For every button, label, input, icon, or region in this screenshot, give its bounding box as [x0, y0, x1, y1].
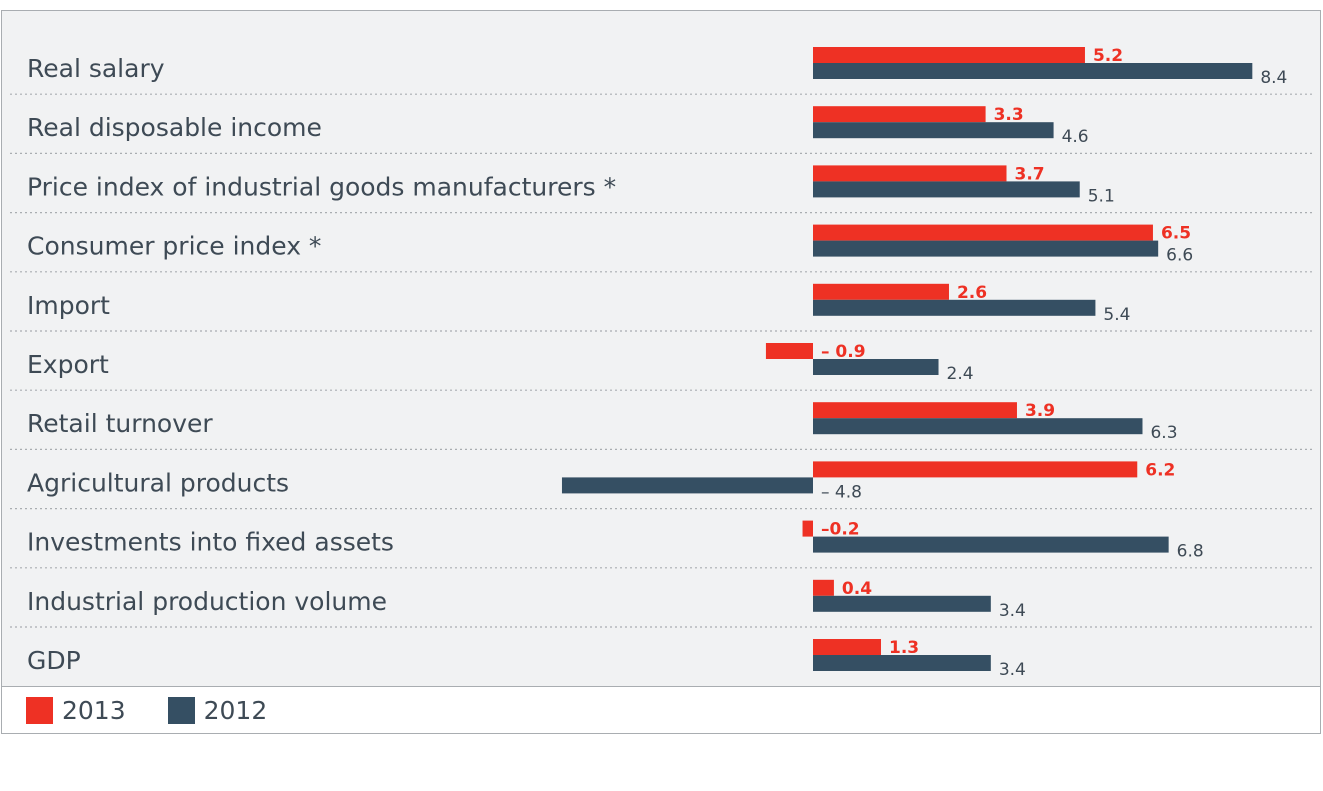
bar-2012 [813, 63, 1253, 79]
bar-2012 [561, 477, 813, 494]
legend-swatch-2012 [167, 696, 195, 724]
data-label-2012: 4.6 [1062, 127, 1089, 147]
data-label-2012: 3.4 [999, 660, 1026, 680]
category-label: Industrial production volume [27, 587, 387, 616]
bar-2013 [813, 165, 1007, 182]
data-label-2012: – 4.8 [821, 482, 862, 502]
data-label-2013: 3.7 [1015, 164, 1045, 184]
bar-2012 [813, 595, 991, 612]
category-label: Export [27, 350, 109, 379]
bar-2012 [813, 299, 1096, 316]
category-label: Price index of industrial goods manufact… [27, 172, 616, 201]
data-label-2013: – 0.9 [821, 342, 866, 362]
bar-2013 [813, 639, 881, 655]
data-label-2012: 6.3 [1150, 423, 1177, 443]
bar-2013 [802, 520, 813, 537]
data-label-2012: 5.1 [1088, 186, 1115, 206]
category-label: Real salary [27, 54, 165, 83]
bar-2013 [813, 106, 986, 123]
data-label-2013: 1.3 [889, 638, 919, 658]
data-label-2012: 6.6 [1166, 246, 1193, 266]
data-label-2013: 6.5 [1161, 224, 1191, 244]
data-label-2013: 3.3 [994, 105, 1024, 125]
category-label: Real disposable income [27, 113, 322, 142]
legend-swatch-2013 [26, 696, 53, 724]
bar-2013 [765, 343, 813, 359]
data-label-2013: 3.9 [1025, 401, 1055, 421]
category-label: Consumer price index * [27, 232, 321, 261]
bar-2012 [813, 359, 939, 375]
category-label: Retail turnover [27, 409, 213, 438]
data-label-2012: 5.4 [1103, 305, 1130, 325]
data-label-2013: 5.2 [1093, 46, 1123, 66]
legend-label-2013: 2013 [62, 695, 126, 725]
bar-2012 [813, 240, 1159, 257]
chart-frame: Real salary 5.2 8.4 Real disposable income 3… [1, 10, 1321, 734]
bar-2013 [813, 579, 834, 596]
data-label-2013: 0.4 [842, 579, 872, 599]
bar-2013 [813, 47, 1085, 63]
bar-2013 [813, 224, 1153, 241]
bar-2013 [813, 461, 1138, 478]
legend-label-2012: 2012 [203, 695, 268, 725]
bar-chart: Real salary 5.2 8.4 Real disposable income 3… [10, 46, 1312, 680]
data-label-2012: 2.4 [947, 364, 974, 384]
legend-item-2013: 2013 [26, 696, 126, 725]
category-label: GDP [27, 646, 81, 675]
bar-2012 [813, 181, 1080, 198]
bar-2013 [813, 402, 1017, 419]
data-label-2012: 8.4 [1260, 68, 1287, 88]
category-label: Import [27, 291, 110, 320]
legend-item-2012: 2012 [167, 695, 268, 725]
bar-2012 [813, 122, 1054, 139]
data-label-2012: 3.4 [999, 601, 1026, 621]
data-label-2013: –0.2 [821, 520, 860, 540]
data-label-2013: 6.2 [1145, 460, 1175, 480]
category-label: Agricultural products [27, 468, 289, 497]
legend: 2013 2012 [2, 686, 1320, 733]
bar-2012 [813, 536, 1169, 553]
bar-2012 [813, 655, 991, 671]
category-label: Investments into fixed assets [27, 528, 394, 557]
data-label-2012: 6.8 [1177, 542, 1204, 562]
data-label-2013: 2.6 [957, 283, 987, 303]
bar-2013 [813, 283, 949, 300]
bar-2012 [813, 418, 1143, 435]
